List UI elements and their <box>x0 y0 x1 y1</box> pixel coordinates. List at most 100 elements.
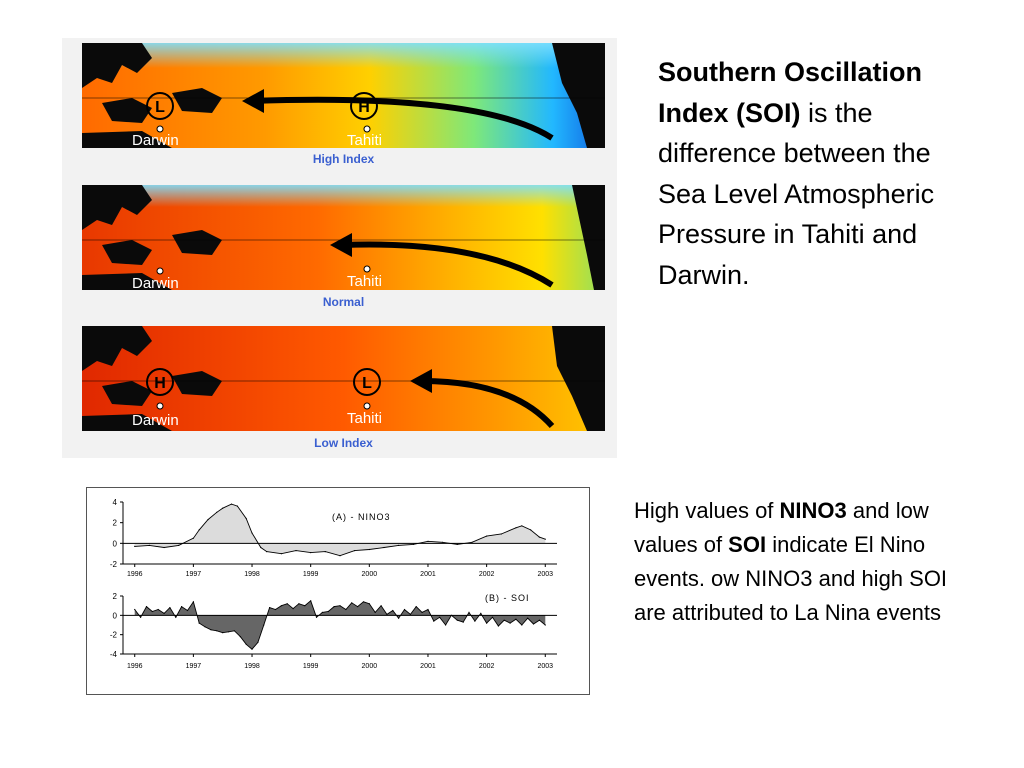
data-point <box>178 544 180 546</box>
data-point <box>257 641 259 643</box>
map-panel-high-index: L H Darwin Tahiti <box>82 43 605 148</box>
data-point <box>456 543 458 545</box>
data-point <box>216 511 218 513</box>
soi-term: Southern Oscillation Index (SOI) <box>658 57 923 128</box>
data-point <box>445 624 447 626</box>
data-point <box>333 606 335 608</box>
data-point <box>274 608 277 611</box>
data-point <box>380 605 382 607</box>
data-point <box>324 551 326 553</box>
series-area <box>134 600 546 650</box>
x-tick-label: 2000 <box>362 663 378 670</box>
map-caption-low-index: Low Index <box>314 436 373 450</box>
data-point <box>266 551 268 553</box>
data-point <box>532 623 535 625</box>
data-point <box>354 550 356 552</box>
data-point <box>383 546 385 549</box>
data-point <box>509 622 511 624</box>
data-point <box>486 535 488 537</box>
data-point <box>292 608 294 610</box>
data-point <box>368 548 370 551</box>
data-point <box>198 529 200 531</box>
y-tick-label: 0 <box>113 611 118 620</box>
west-symbol: H <box>154 375 166 392</box>
data-point <box>280 553 282 555</box>
data-point <box>515 618 517 620</box>
y-tick-label: 4 <box>113 498 118 507</box>
data-point <box>204 626 206 628</box>
data-point <box>362 601 365 603</box>
data-point <box>491 616 494 618</box>
map-caption-normal: Normal <box>322 295 365 309</box>
data-point <box>192 537 194 539</box>
note-part-1: High values of <box>634 498 780 523</box>
data-point <box>421 611 423 613</box>
data-point <box>415 606 417 608</box>
x-tick-label: 1997 <box>186 663 202 670</box>
data-point <box>207 519 209 521</box>
note-part-2: and low values of <box>634 498 929 557</box>
darwin-label: Darwin <box>132 412 179 429</box>
data-point <box>186 609 189 612</box>
data-point <box>228 631 230 633</box>
data-point <box>433 620 435 622</box>
y-tick-label: 2 <box>113 592 118 601</box>
data-point <box>427 540 429 542</box>
data-point <box>544 538 546 540</box>
soi-definition: Southern Oscillation Index (SOI) is the … <box>658 52 958 295</box>
data-point <box>500 533 502 535</box>
data-point <box>456 619 458 621</box>
x-tick-label: 2000 <box>362 571 378 578</box>
y-tick-label: 0 <box>113 539 118 548</box>
data-point <box>521 624 523 626</box>
data-point <box>474 620 476 622</box>
data-point <box>251 532 253 534</box>
data-point <box>521 525 523 527</box>
y-tick-label: -2 <box>110 631 118 640</box>
x-tick-label: 2003 <box>537 571 553 578</box>
tahiti-label: Tahiti <box>347 410 382 427</box>
data-point <box>544 624 546 626</box>
data-point <box>192 601 194 603</box>
map-panel-normal: Darwin Tahiti <box>82 185 605 290</box>
tahiti-label: Tahiti <box>347 132 382 148</box>
y-tick-label: -2 <box>110 560 118 569</box>
el-nino-note: High values of NINO3 and low values of S… <box>634 494 954 630</box>
data-point <box>427 608 429 611</box>
data-point <box>412 543 414 545</box>
map-panel-low-index: H L Darwin Tahiti <box>82 326 605 431</box>
data-point <box>486 622 488 624</box>
chart-svg: 4 2 0 -2 1996 1997 1998 1999 2000 2001 2002 2003 (A)… <box>110 498 557 670</box>
y-tick-label: -4 <box>110 650 118 659</box>
data-point <box>392 609 394 612</box>
data-point <box>148 544 150 546</box>
east-symbol: H <box>358 99 370 116</box>
data-point <box>409 613 411 615</box>
x-tick-label: 1999 <box>303 663 319 670</box>
x-tick-label: 1996 <box>127 663 143 670</box>
x-tick-label: 2001 <box>420 663 436 670</box>
data-point <box>538 536 540 538</box>
darwin-label: Darwin <box>132 132 179 148</box>
data-point <box>515 527 517 529</box>
data-point <box>181 606 183 608</box>
west-symbol: L <box>155 99 165 116</box>
data-point <box>321 611 323 613</box>
soi-definition-rest: is the difference between the Sea Level … <box>658 97 935 290</box>
data-point <box>462 621 464 623</box>
data-point <box>163 546 165 549</box>
data-point <box>163 612 165 614</box>
data-point <box>245 517 247 520</box>
x-tick-label: 1998 <box>244 663 260 670</box>
data-point <box>145 606 148 608</box>
data-point <box>222 632 224 634</box>
data-point <box>403 608 406 611</box>
note-nino3: NINO3 <box>779 498 847 523</box>
data-point <box>442 541 444 543</box>
x-tick-label: 1996 <box>127 571 143 578</box>
data-point <box>503 619 505 621</box>
x-tick-label: 1998 <box>244 571 260 578</box>
data-point <box>295 550 297 552</box>
data-point <box>269 607 271 609</box>
x-tick-label: 1997 <box>186 571 202 578</box>
